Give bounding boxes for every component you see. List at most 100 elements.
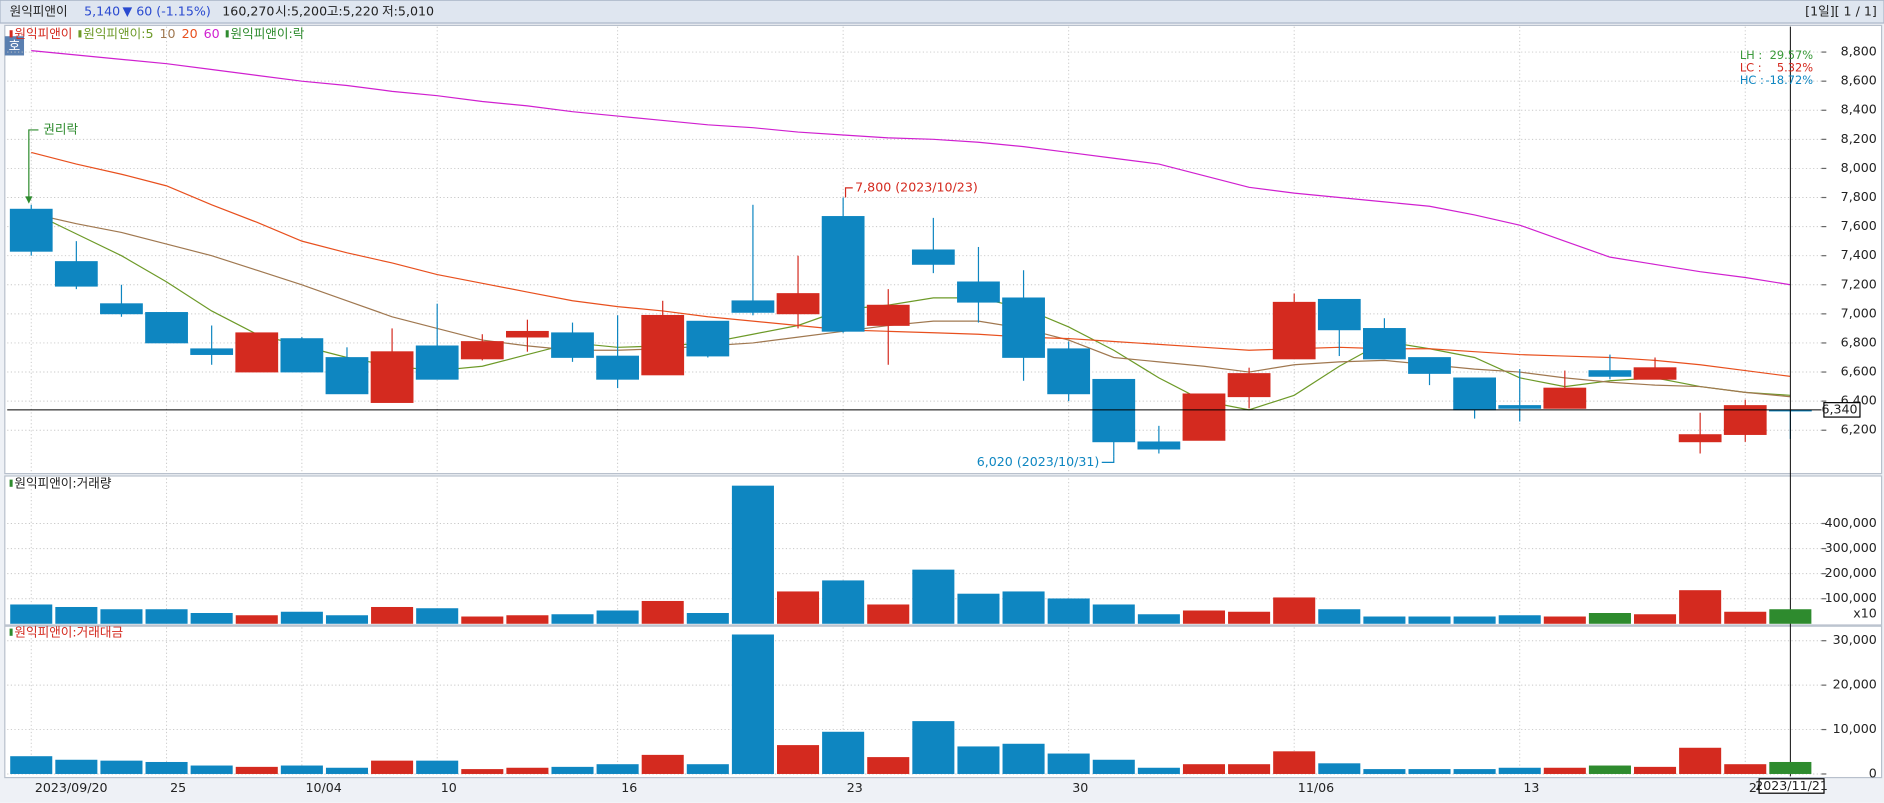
candle-body bbox=[551, 332, 594, 358]
candle-body bbox=[145, 312, 188, 344]
bar bbox=[280, 765, 323, 774]
candle-body bbox=[1137, 441, 1181, 450]
bar bbox=[867, 757, 910, 774]
legend-label: 원익피앤이:락 bbox=[231, 26, 305, 41]
header-bar bbox=[0, 0, 1884, 24]
volume: 160,270 bbox=[222, 4, 274, 19]
panel-title: 원익피앤이:거래량 bbox=[14, 475, 111, 490]
crosshair-date: 2023/11/21 bbox=[1755, 778, 1828, 793]
bar bbox=[325, 767, 369, 774]
bar bbox=[100, 760, 143, 774]
stat-label: LH : bbox=[1740, 48, 1762, 62]
bar bbox=[416, 760, 459, 774]
bar bbox=[1092, 759, 1135, 774]
y-tick-label: 6,200 bbox=[1841, 422, 1877, 437]
annotation-arrow bbox=[1101, 456, 1115, 464]
high: 고:5,220 bbox=[327, 4, 379, 19]
candle-body bbox=[1633, 367, 1677, 380]
candle-body bbox=[280, 338, 324, 373]
candle-body bbox=[1317, 298, 1361, 331]
bar bbox=[1408, 769, 1451, 774]
unit-label: x10 bbox=[1853, 606, 1877, 621]
stat-label: HC : bbox=[1740, 73, 1764, 87]
bar bbox=[280, 611, 323, 624]
bar bbox=[1679, 590, 1722, 624]
candle-body bbox=[325, 357, 369, 395]
annotation: 6,020 (2023/10/31) bbox=[977, 454, 1100, 469]
x-tick-label: 30 bbox=[1072, 780, 1088, 795]
candle-body bbox=[235, 332, 279, 373]
bar bbox=[190, 765, 233, 774]
open: 시:5,200 bbox=[275, 4, 327, 19]
legend-label: 10 bbox=[160, 26, 176, 41]
x-tick-label: 10 bbox=[441, 780, 457, 795]
bar bbox=[1137, 767, 1180, 774]
candle-body bbox=[1363, 328, 1406, 360]
y-tick-label: 300,000 bbox=[1825, 540, 1877, 555]
candle-body bbox=[866, 304, 910, 326]
bar bbox=[55, 759, 98, 774]
bar bbox=[10, 604, 53, 624]
candle-body bbox=[1498, 405, 1542, 409]
button[interactable] bbox=[4, 36, 25, 56]
y-tick-label: 7,800 bbox=[1841, 189, 1877, 204]
y-tick-label: 7,400 bbox=[1841, 247, 1877, 262]
candle-body bbox=[190, 348, 234, 355]
x-tick-label: 10/04 bbox=[305, 780, 341, 795]
annotation: 7,800 (2023/10/23) bbox=[855, 179, 978, 194]
legend-swatch bbox=[78, 30, 82, 38]
bar bbox=[506, 615, 549, 624]
bar bbox=[145, 761, 188, 774]
title-swatch bbox=[9, 479, 13, 487]
bar bbox=[1588, 765, 1631, 774]
crosshair-price: 6,340 bbox=[1821, 401, 1857, 416]
candle-body bbox=[1272, 301, 1316, 360]
candle-body bbox=[1092, 378, 1136, 443]
bar bbox=[912, 569, 955, 624]
bar bbox=[1543, 616, 1586, 624]
bar bbox=[416, 608, 459, 624]
bar bbox=[1679, 747, 1722, 774]
y-tick-label: 8,600 bbox=[1841, 73, 1877, 88]
low: 저:5,010 bbox=[382, 4, 434, 19]
bar bbox=[912, 721, 955, 774]
x-tick-label: 11/06 bbox=[1298, 780, 1334, 795]
bar bbox=[371, 606, 414, 624]
bar bbox=[1182, 610, 1226, 624]
stat-value: -18.72% bbox=[1766, 73, 1814, 87]
bar bbox=[1634, 766, 1677, 774]
candle-body bbox=[1588, 370, 1632, 377]
stock-name: 원익피앤이 bbox=[10, 4, 68, 19]
y-tick-label: 6,800 bbox=[1841, 334, 1877, 349]
legend-label: 원익피앤이 bbox=[14, 26, 72, 41]
y-tick-label: 7,200 bbox=[1841, 276, 1877, 291]
bar bbox=[371, 760, 414, 774]
bar bbox=[822, 580, 865, 624]
bar bbox=[1092, 604, 1135, 624]
period[interactable]: [1일][ 1 / 1] bbox=[1805, 4, 1877, 19]
bar bbox=[596, 610, 639, 624]
candle-body bbox=[460, 341, 504, 360]
bar bbox=[190, 613, 233, 624]
legend-label: 60 bbox=[204, 26, 220, 41]
stat-value: 29.57% bbox=[1770, 48, 1814, 62]
moving-average bbox=[31, 212, 1791, 398]
candle-body bbox=[911, 249, 955, 265]
bar bbox=[325, 615, 369, 624]
legend-label: 원익피앤이:5 bbox=[83, 26, 153, 41]
x-tick-label: 16 bbox=[621, 780, 637, 795]
candle-body bbox=[100, 303, 143, 315]
bar bbox=[1453, 769, 1496, 774]
bar bbox=[100, 609, 143, 624]
y-tick-label: 8,000 bbox=[1841, 160, 1877, 175]
bar bbox=[1498, 767, 1541, 774]
candle-body bbox=[686, 320, 730, 357]
y-tick-label: 8,800 bbox=[1841, 44, 1877, 59]
candle-body bbox=[1723, 405, 1767, 435]
candle-body bbox=[1047, 348, 1091, 395]
candle-body bbox=[54, 261, 98, 287]
bar bbox=[686, 613, 729, 624]
button-label[interactable]: 호 bbox=[9, 38, 21, 53]
arrow-head bbox=[25, 196, 33, 204]
